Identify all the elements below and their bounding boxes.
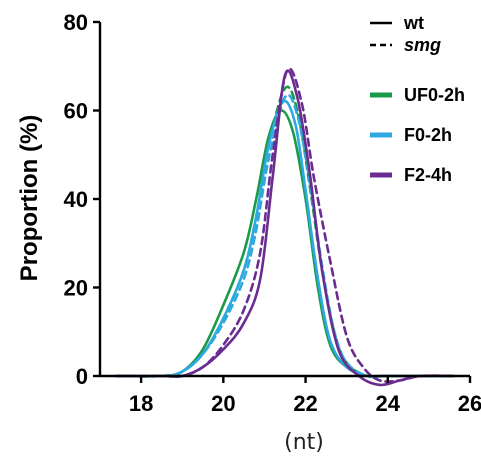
y-tick-label: 60 [64,99,88,124]
y-tick-label: 40 [64,187,88,212]
x-tick-label: 18 [129,391,153,416]
series-line-uf0-2h-solid [115,109,455,378]
series-line-f2-4h-solid [115,69,455,387]
series-line-f2-4h-dashed [115,67,455,383]
legend-label-f0-2h: F0-2h [404,125,452,145]
y-axis-label: Proportion (%) [16,115,43,282]
x-axis-label: (nt) [284,430,324,455]
y-tick-label: 20 [64,276,88,301]
x-tick-label: 20 [211,391,235,416]
x-tick-label: 22 [293,391,317,416]
axes: 0 20 40 60 80 18 20 22 24 26 [64,10,481,416]
legend-label-uf0-2h: UF0-2h [404,85,465,105]
x-tick-label: 26 [458,391,481,416]
x-tick-label: 24 [376,391,401,416]
y-tick-label: 80 [64,10,88,35]
series-line-f0-2h-dashed [115,93,455,379]
legend-label-solid: wt [403,13,424,33]
y-tick-label: 0 [76,364,88,389]
legend-label-dashed: smg [404,35,441,55]
legend-label-f2-4h: F2-4h [404,165,452,185]
plot-area [115,67,455,387]
